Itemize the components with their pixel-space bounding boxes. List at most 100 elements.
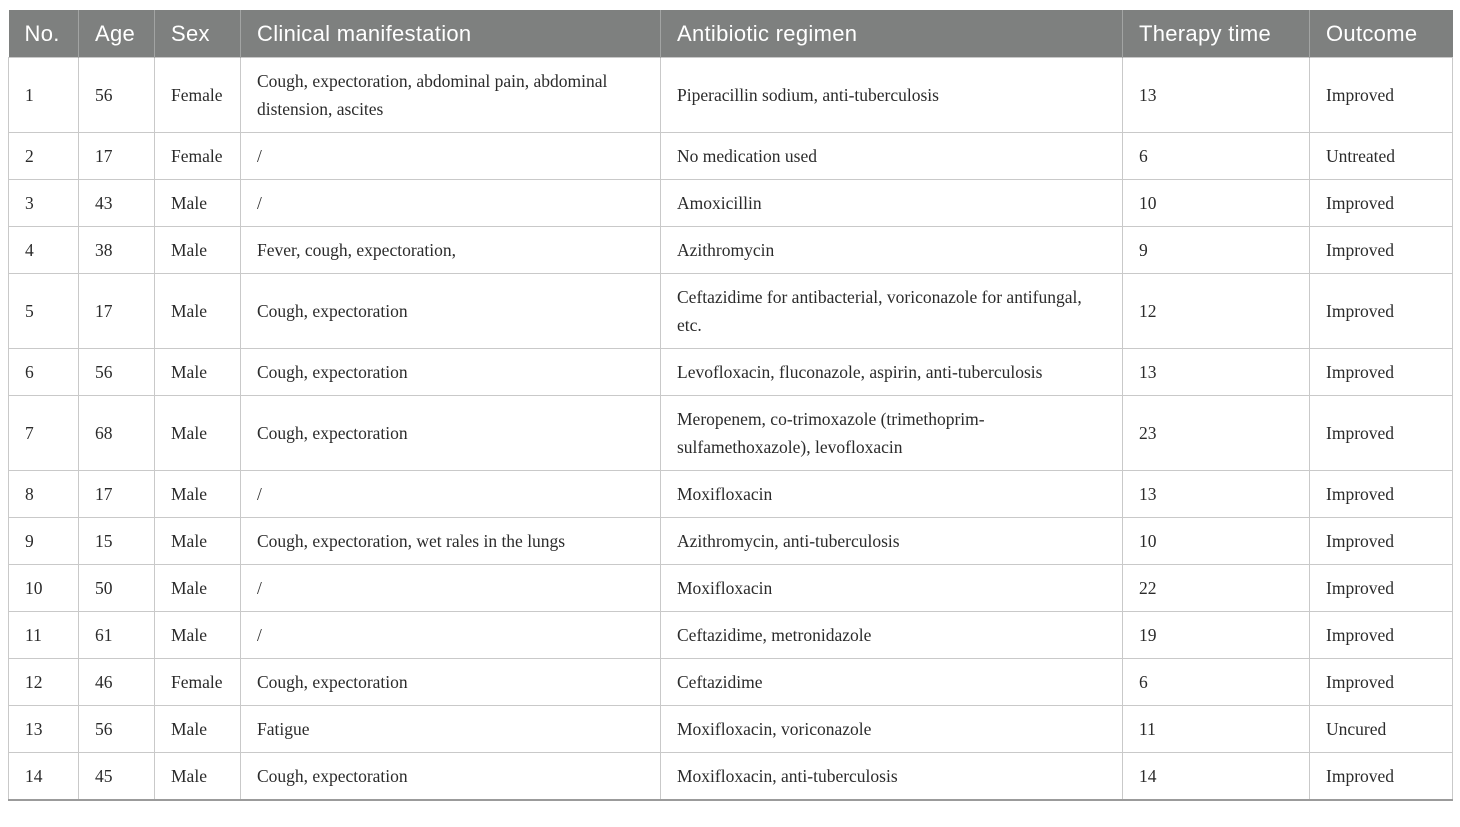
cell-no: 7 (8, 395, 79, 471)
table-header-row: No. Age Sex Clinical manifestation Antib… (8, 10, 1453, 58)
cell-therapy-time: 13 (1122, 57, 1310, 133)
cell-clinical-manifestation: Cough, expectoration (240, 395, 661, 471)
cell-outcome: Improved (1309, 752, 1453, 801)
cell-clinical-manifestation: Fatigue (240, 705, 661, 753)
cell-age: 50 (78, 564, 155, 612)
cell-no: 6 (8, 348, 79, 396)
cell-outcome: Improved (1309, 348, 1453, 396)
table-row: 5 17 Male Cough, expectoration Ceftazidi… (8, 273, 1453, 349)
case-table: No. Age Sex Clinical manifestation Antib… (8, 10, 1453, 801)
cell-sex: Male (154, 752, 241, 801)
cell-no: 1 (8, 57, 79, 133)
table-row: 9 15 Male Cough, expectoration, wet rale… (8, 517, 1453, 565)
cell-antibiotic-regimen: Ceftazidime (660, 658, 1123, 706)
cell-age: 45 (78, 752, 155, 801)
cell-antibiotic-regimen: Amoxicillin (660, 179, 1123, 227)
cell-outcome: Improved (1309, 273, 1453, 349)
cell-therapy-time: 6 (1122, 132, 1310, 180)
cell-antibiotic-regimen: Azithromycin (660, 226, 1123, 274)
table-header: No. Age Sex Clinical manifestation Antib… (8, 10, 1453, 58)
cell-therapy-time: 14 (1122, 752, 1310, 801)
cell-age: 17 (78, 470, 155, 518)
cell-therapy-time: 13 (1122, 470, 1310, 518)
cell-clinical-manifestation: Cough, expectoration, abdominal pain, ab… (240, 57, 661, 133)
cell-therapy-time: 23 (1122, 395, 1310, 471)
cell-antibiotic-regimen: No medication used (660, 132, 1123, 180)
cell-outcome: Uncured (1309, 705, 1453, 753)
cell-antibiotic-regimen: Azithromycin, anti-tuberculosis (660, 517, 1123, 565)
cell-age: 38 (78, 226, 155, 274)
table-row: 4 38 Male Fever, cough, expectoration, A… (8, 226, 1453, 274)
column-header-no: No. (8, 10, 79, 58)
cell-clinical-manifestation: Cough, expectoration (240, 752, 661, 801)
cell-no: 3 (8, 179, 79, 227)
cell-outcome: Improved (1309, 179, 1453, 227)
cell-age: 46 (78, 658, 155, 706)
table-row: 12 46 Female Cough, expectoration Ceftaz… (8, 658, 1453, 706)
cell-antibiotic-regimen: Moxifloxacin (660, 470, 1123, 518)
cell-no: 2 (8, 132, 79, 180)
cell-clinical-manifestation: / (240, 132, 661, 180)
cell-clinical-manifestation: Cough, expectoration, wet rales in the l… (240, 517, 661, 565)
table-row: 11 61 Male / Ceftazidime, metronidazole … (8, 611, 1453, 659)
cell-age: 17 (78, 273, 155, 349)
cell-no: 13 (8, 705, 79, 753)
cell-outcome: Improved (1309, 658, 1453, 706)
cell-sex: Male (154, 611, 241, 659)
cell-no: 5 (8, 273, 79, 349)
cell-age: 15 (78, 517, 155, 565)
cell-age: 56 (78, 348, 155, 396)
cell-therapy-time: 12 (1122, 273, 1310, 349)
table-row: 2 17 Female / No medication used 6 Untre… (8, 132, 1453, 180)
cell-sex: Male (154, 564, 241, 612)
table-row: 1 56 Female Cough, expectoration, abdomi… (8, 57, 1453, 133)
cell-clinical-manifestation: Cough, expectoration (240, 348, 661, 396)
cell-outcome: Improved (1309, 611, 1453, 659)
cell-age: 56 (78, 57, 155, 133)
cell-antibiotic-regimen: Moxifloxacin (660, 564, 1123, 612)
cell-sex: Male (154, 348, 241, 396)
cell-age: 56 (78, 705, 155, 753)
cell-sex: Male (154, 179, 241, 227)
cell-outcome: Improved (1309, 517, 1453, 565)
cell-antibiotic-regimen: Moxifloxacin, voriconazole (660, 705, 1123, 753)
cell-therapy-time: 22 (1122, 564, 1310, 612)
cell-age: 43 (78, 179, 155, 227)
cell-therapy-time: 13 (1122, 348, 1310, 396)
table-body: 1 56 Female Cough, expectoration, abdomi… (8, 57, 1453, 801)
cell-therapy-time: 6 (1122, 658, 1310, 706)
cell-therapy-time: 9 (1122, 226, 1310, 274)
cell-antibiotic-regimen: Meropenem, co-trimoxazole (trimethoprim-… (660, 395, 1123, 471)
column-header-therapy-time: Therapy time (1122, 10, 1310, 58)
cell-sex: Male (154, 395, 241, 471)
cell-clinical-manifestation: / (240, 179, 661, 227)
cell-therapy-time: 10 (1122, 179, 1310, 227)
cell-antibiotic-regimen: Moxifloxacin, anti-tuberculosis (660, 752, 1123, 801)
cell-no: 10 (8, 564, 79, 612)
cell-age: 17 (78, 132, 155, 180)
column-header-antibiotic-regimen: Antibiotic regimen (660, 10, 1123, 58)
cell-sex: Male (154, 470, 241, 518)
column-header-clinical-manifestation: Clinical manifestation (240, 10, 661, 58)
case-table-container: No. Age Sex Clinical manifestation Antib… (8, 10, 1453, 801)
cell-outcome: Untreated (1309, 132, 1453, 180)
column-header-sex: Sex (154, 10, 241, 58)
table-row: 10 50 Male / Moxifloxacin 22 Improved (8, 564, 1453, 612)
cell-outcome: Improved (1309, 226, 1453, 274)
table-row: 7 68 Male Cough, expectoration Meropenem… (8, 395, 1453, 471)
cell-therapy-time: 11 (1122, 705, 1310, 753)
column-header-age: Age (78, 10, 155, 58)
table-row: 6 56 Male Cough, expectoration Levofloxa… (8, 348, 1453, 396)
cell-antibiotic-regimen: Ceftazidime for antibacterial, voriconaz… (660, 273, 1123, 349)
cell-sex: Male (154, 226, 241, 274)
cell-outcome: Improved (1309, 564, 1453, 612)
cell-clinical-manifestation: Fever, cough, expectoration, (240, 226, 661, 274)
cell-sex: Male (154, 273, 241, 349)
cell-sex: Male (154, 517, 241, 565)
column-header-outcome: Outcome (1309, 10, 1453, 58)
cell-clinical-manifestation: Cough, expectoration (240, 273, 661, 349)
table-row: 14 45 Male Cough, expectoration Moxiflox… (8, 752, 1453, 801)
cell-no: 9 (8, 517, 79, 565)
cell-outcome: Improved (1309, 395, 1453, 471)
cell-sex: Male (154, 705, 241, 753)
